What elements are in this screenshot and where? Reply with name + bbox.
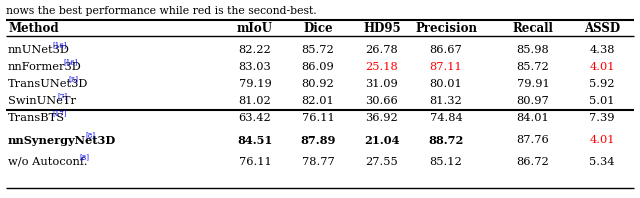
Text: 82.01: 82.01 xyxy=(301,96,334,106)
Text: 81.32: 81.32 xyxy=(429,96,462,106)
Text: 4.01: 4.01 xyxy=(589,62,615,72)
Text: 87.11: 87.11 xyxy=(429,62,462,72)
Text: 84.01: 84.01 xyxy=(516,113,549,123)
Text: 88.72: 88.72 xyxy=(428,134,464,146)
Text: 86.09: 86.09 xyxy=(301,62,334,72)
Text: 87.76: 87.76 xyxy=(516,135,549,145)
Text: 79.91: 79.91 xyxy=(516,79,549,89)
Text: [16]: [16] xyxy=(52,42,67,50)
Text: 80.01: 80.01 xyxy=(429,79,462,89)
Text: 80.92: 80.92 xyxy=(301,79,334,89)
Text: Method: Method xyxy=(8,22,59,34)
Text: 63.42: 63.42 xyxy=(239,113,271,123)
Text: 27.55: 27.55 xyxy=(365,157,398,167)
Text: [7]: [7] xyxy=(58,92,67,101)
Text: 26.78: 26.78 xyxy=(365,45,398,55)
Text: 31.09: 31.09 xyxy=(365,79,398,89)
Text: HD95: HD95 xyxy=(363,22,401,34)
Text: 76.11: 76.11 xyxy=(239,157,271,167)
Text: nnSynergyNet3D: nnSynergyNet3D xyxy=(8,134,116,146)
Text: [5]: [5] xyxy=(68,75,79,84)
Text: 5.01: 5.01 xyxy=(589,96,615,106)
Text: w/o Autoconf.: w/o Autoconf. xyxy=(8,157,88,167)
Text: 83.03: 83.03 xyxy=(239,62,271,72)
Text: 5.92: 5.92 xyxy=(589,79,615,89)
Text: 84.51: 84.51 xyxy=(237,134,273,146)
Text: nnFormer3D: nnFormer3D xyxy=(8,62,82,72)
Text: 85.98: 85.98 xyxy=(516,45,549,55)
Text: [17]: [17] xyxy=(52,109,67,117)
Text: 21.04: 21.04 xyxy=(364,134,400,146)
Text: 4.01: 4.01 xyxy=(589,135,615,145)
Text: 79.19: 79.19 xyxy=(239,79,271,89)
Text: 74.84: 74.84 xyxy=(429,113,462,123)
Text: 80.97: 80.97 xyxy=(516,96,549,106)
Text: 85.72: 85.72 xyxy=(301,45,334,55)
Text: mIoU: mIoU xyxy=(237,22,273,34)
Text: SwinUNeTr: SwinUNeTr xyxy=(8,96,76,106)
Text: [16]: [16] xyxy=(63,58,77,67)
Text: TransUNet3D: TransUNet3D xyxy=(8,79,88,89)
Text: Precision: Precision xyxy=(415,22,477,34)
Text: nnUNet3D: nnUNet3D xyxy=(8,45,70,55)
Text: 25.18: 25.18 xyxy=(365,62,398,72)
Text: [8]: [8] xyxy=(85,131,95,140)
Text: [8]: [8] xyxy=(79,153,90,162)
Text: 85.72: 85.72 xyxy=(516,62,549,72)
Text: 30.66: 30.66 xyxy=(365,96,398,106)
Text: 81.02: 81.02 xyxy=(239,96,271,106)
Text: TransBTS: TransBTS xyxy=(8,113,65,123)
Text: 86.67: 86.67 xyxy=(429,45,462,55)
Text: 4.38: 4.38 xyxy=(589,45,615,55)
Text: 78.77: 78.77 xyxy=(301,157,334,167)
Text: nows the best performance while red is the second-best.: nows the best performance while red is t… xyxy=(6,6,317,16)
Text: Dice: Dice xyxy=(303,22,333,34)
Text: Recall: Recall xyxy=(513,22,554,34)
Text: 7.39: 7.39 xyxy=(589,113,615,123)
Text: 76.11: 76.11 xyxy=(301,113,334,123)
Text: 87.89: 87.89 xyxy=(300,134,336,146)
Text: 82.22: 82.22 xyxy=(239,45,271,55)
Text: 86.72: 86.72 xyxy=(516,157,549,167)
Text: 36.92: 36.92 xyxy=(365,113,398,123)
Text: 5.34: 5.34 xyxy=(589,157,615,167)
Text: ASSD: ASSD xyxy=(584,22,620,34)
Text: 85.12: 85.12 xyxy=(429,157,462,167)
